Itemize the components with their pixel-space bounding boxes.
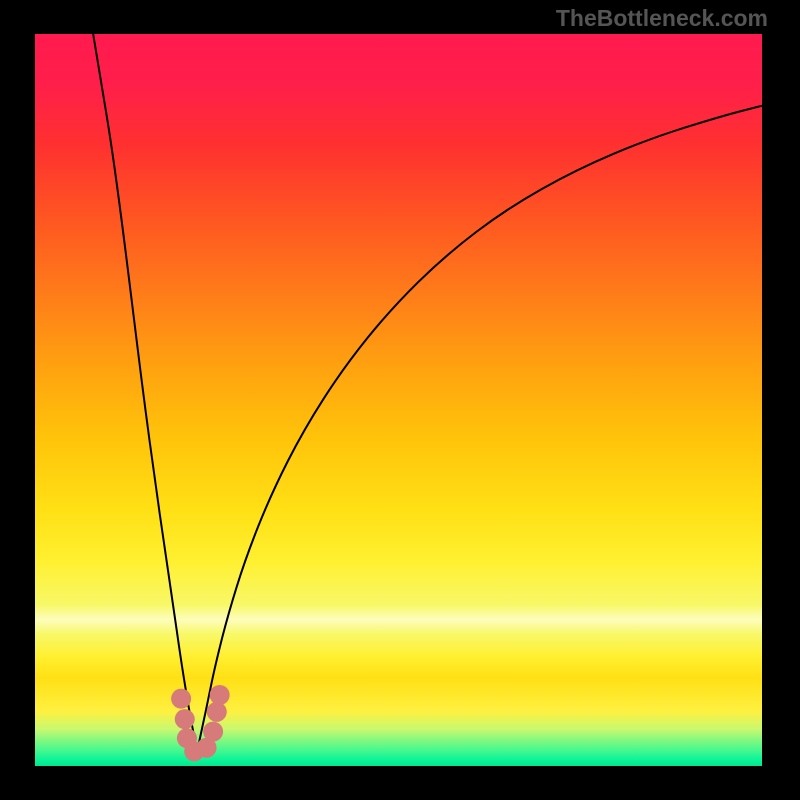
plot-area — [35, 34, 762, 766]
curve-left-branch — [93, 34, 197, 751]
data-marker — [207, 702, 227, 722]
data-marker — [203, 722, 223, 742]
curve-right-branch — [197, 106, 762, 752]
curves-svg — [35, 34, 762, 766]
data-marker — [171, 689, 191, 709]
data-marker — [210, 685, 230, 705]
data-marker — [175, 709, 195, 729]
chart-container: TheBottleneck.com — [0, 0, 800, 800]
watermark-text: TheBottleneck.com — [556, 5, 768, 32]
